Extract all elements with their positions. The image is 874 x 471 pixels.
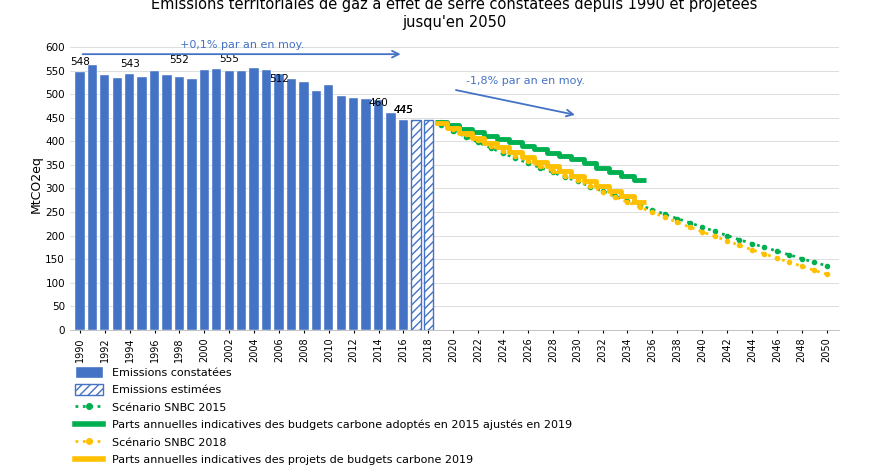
Text: 460: 460 — [369, 98, 388, 108]
Text: 552: 552 — [170, 55, 190, 65]
Bar — [101, 75, 109, 330]
Bar — [137, 77, 147, 330]
Bar — [299, 82, 309, 330]
Bar — [187, 79, 197, 330]
Bar — [87, 65, 97, 330]
Bar — [149, 71, 159, 330]
Bar — [163, 75, 171, 330]
Bar — [225, 71, 234, 330]
Title: Emissions territoriales de gaz à effet de serre constatées depuis 1990 et projet: Emissions territoriales de gaz à effet d… — [151, 0, 758, 30]
Bar — [287, 79, 296, 330]
Text: 445: 445 — [393, 106, 413, 115]
Legend: Emissions constatées, Emissions estimées, Scénario SNBC 2015, Parts annuelles in: Emissions constatées, Emissions estimées… — [75, 366, 572, 465]
Bar — [412, 120, 420, 330]
Bar — [336, 96, 346, 330]
Bar — [362, 99, 371, 330]
Bar — [175, 77, 184, 330]
Text: 512: 512 — [269, 74, 289, 84]
Bar — [374, 100, 383, 330]
Bar — [399, 120, 408, 330]
Bar — [274, 74, 284, 330]
Text: +0,1% par an en moy.: +0,1% par an en moy. — [179, 40, 304, 50]
Text: 555: 555 — [219, 54, 239, 64]
Bar — [424, 120, 433, 330]
Bar — [199, 70, 209, 330]
Bar — [349, 98, 358, 330]
Bar — [237, 71, 246, 330]
Text: -1,8% par an en moy.: -1,8% par an en moy. — [466, 76, 585, 86]
Bar — [125, 74, 135, 330]
Bar — [324, 85, 334, 330]
Bar — [212, 69, 221, 330]
Text: 548: 548 — [70, 57, 90, 67]
Bar — [312, 91, 321, 330]
Bar — [249, 68, 259, 330]
Text: 543: 543 — [120, 59, 140, 69]
Bar — [386, 113, 396, 330]
Bar — [75, 72, 85, 330]
Text: 445: 445 — [393, 106, 413, 115]
Bar — [262, 70, 271, 330]
Bar — [113, 78, 121, 330]
Y-axis label: MtCO2eq: MtCO2eq — [30, 155, 43, 212]
